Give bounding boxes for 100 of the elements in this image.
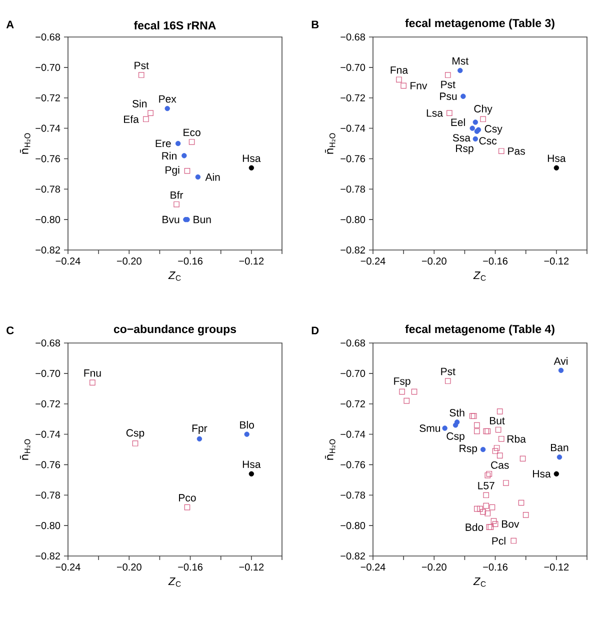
chart-title: fecal 16S rRNA (134, 21, 216, 30)
y-tick-label: −0.80 (36, 216, 60, 224)
annotation: Fnu (84, 369, 101, 377)
annotation: Rin (162, 152, 176, 160)
annotation: Eel (451, 118, 465, 126)
annotation: Pco (179, 494, 196, 502)
y-tick-label: −0.74 (340, 124, 366, 132)
annotation: But (490, 417, 505, 424)
x-tick-label: −0.20 (116, 564, 142, 571)
y-tick-label: −0.70 (36, 64, 60, 71)
text: A (6, 20, 14, 28)
annotation: Hsa (533, 470, 551, 478)
y-tick-label: −0.74 (36, 430, 60, 438)
annotation: L57 (478, 482, 494, 490)
annotation: Bdo (466, 523, 484, 531)
y-axis-title: n̄$_{H₂O}$ (325, 133, 336, 154)
text: D (312, 326, 319, 334)
x-tick-label: −0.20 (116, 258, 142, 265)
annotation: Hsa (548, 154, 566, 162)
annotation: Hsa (242, 460, 261, 468)
annotation: Ban (551, 444, 568, 452)
y-tick-label: −0.76 (36, 155, 60, 162)
y-tick-label: −0.76 (340, 461, 366, 468)
x-tick-label: −0.16 (178, 258, 202, 265)
annotation: Pex (159, 95, 176, 103)
x-tick-label: −0.16 (178, 564, 202, 571)
y-tick-label: −0.78 (36, 492, 60, 499)
annotation: Mst (452, 57, 468, 65)
annotation: Eco (184, 128, 200, 136)
y-axis-title: n̄$_{H₂O}$ (20, 133, 30, 154)
y-tick-label: −0.68 (340, 33, 366, 41)
y-tick-label: −0.78 (340, 492, 366, 499)
annotation: Rsp (460, 444, 478, 454)
annotation: Chy (474, 104, 492, 115)
x-axis-title: Z$_{C}$ (168, 271, 181, 281)
annotation: Ain (205, 173, 220, 181)
y-tick-label: −0.68 (36, 33, 60, 41)
y-tick-label: −0.70 (36, 370, 60, 377)
y-tick-label: −0.82 (340, 246, 365, 254)
annotation: Cas (491, 461, 509, 469)
annotation: Ssa (452, 134, 470, 142)
chart-title: fecal metagenome (Table 3) (405, 18, 554, 30)
annotation: Sin (132, 100, 147, 108)
y-tick-label: −0.76 (340, 155, 366, 162)
x-axis-title: Z$_{C}$ (168, 577, 181, 587)
y-tick-label: −0.70 (340, 370, 366, 377)
annotation: Pas (508, 147, 525, 155)
text: B (312, 20, 319, 28)
y-tick-label: −0.72 (36, 94, 60, 102)
y-axis-title: n̄$_{H₂O}$ (20, 439, 30, 460)
x-tick-label: −0.16 (483, 564, 508, 571)
x-tick-label: −0.12 (544, 564, 569, 571)
annotation: Rba (508, 434, 526, 443)
annotation: Bvu (162, 216, 180, 224)
x-tick-label: −0.24 (56, 258, 80, 265)
y-axis-title: n̄$_{H₂O}$ (325, 439, 336, 460)
annotation: Pst (134, 62, 149, 70)
x-axis-title: Z$_{C}$ (473, 577, 486, 587)
x-tick-label: −0.12 (239, 564, 264, 571)
annotation: Fna (390, 66, 408, 74)
x-tick-label: −0.20 (422, 258, 446, 265)
annotation: Rsp (456, 144, 474, 154)
annotation: Pgi (166, 166, 180, 176)
annotation: Blo (240, 420, 254, 429)
annotation: Ere (156, 140, 171, 148)
y-tick-label: −0.72 (340, 94, 365, 102)
annotation: Csc (479, 137, 497, 145)
y-tick-label: −0.82 (36, 246, 60, 254)
annotation: Fsp (394, 377, 410, 387)
annotation: Fpr (192, 424, 208, 434)
x-tick-label: −0.12 (544, 258, 569, 265)
y-tick-label: −0.76 (36, 461, 60, 468)
x-tick-label: −0.24 (56, 564, 80, 571)
annotation: Bfr (170, 191, 184, 199)
y-tick-label: −0.70 (340, 64, 366, 71)
y-tick-label: −0.78 (36, 186, 60, 193)
annotation: Bov (502, 520, 520, 528)
annotation: Pst (441, 80, 456, 88)
x-axis-title: Z$_{C}$ (473, 271, 486, 281)
chart-title: fecal metagenome (Table 4) (405, 324, 554, 336)
annotation: Bun (194, 216, 211, 224)
annotation: Lsa (426, 109, 443, 117)
y-tick-label: −0.82 (340, 552, 365, 560)
y-tick-label: −0.80 (340, 216, 366, 224)
y-tick-label: −0.80 (340, 522, 366, 530)
annotation: Fnv (410, 82, 428, 90)
y-tick-label: −0.72 (36, 400, 60, 408)
y-tick-label: −0.74 (340, 430, 366, 438)
y-tick-label: −0.82 (36, 552, 60, 560)
x-tick-label: −0.24 (360, 258, 386, 265)
y-tick-label: −0.68 (36, 339, 60, 347)
annotation: Hsa (242, 154, 261, 162)
annotation: Sth (450, 408, 464, 416)
y-tick-label: −0.72 (340, 400, 365, 408)
annotation: Csp (126, 429, 144, 439)
x-tick-label: −0.16 (483, 258, 508, 265)
y-tick-label: −0.80 (36, 522, 60, 530)
annotation: Csp (446, 432, 464, 442)
chart-title: co−abundance groups (114, 324, 236, 336)
annotation: Pst (441, 368, 456, 376)
